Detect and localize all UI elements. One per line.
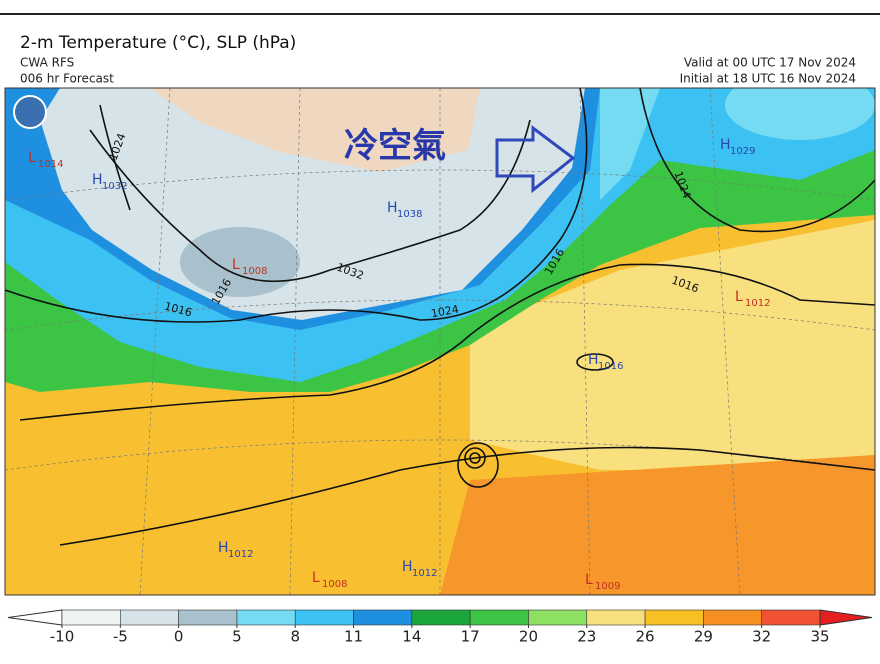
center-type: L [232,257,240,273]
center-pressure: 1012 [412,568,437,579]
center-pressure: 1016 [598,361,623,372]
cold-air-arrow [495,125,576,194]
center-pressure: 1038 [397,209,422,220]
colorbar-segment [586,609,646,626]
center-type: L [312,570,320,586]
center-pressure: 1032 [102,181,127,192]
center-pressure: 1014 [38,159,63,170]
colorbar-tick-label: 32 [752,628,771,646]
center-type: H [720,137,731,153]
colorbar-segment [294,609,354,626]
center-type: H [92,172,103,188]
valid-time: Valid at 00 UTC 17 Nov 2024 [684,56,856,70]
colorbar-tick-label: 5 [232,628,242,646]
colorbar: -10 -5 0 5 8 11 14 17 20 23 26 29 32 35 [7,609,873,646]
colorbar-tick-label: -5 [113,628,128,646]
colorbar-segment [61,609,121,626]
colorbar-tick-label: 0 [174,628,184,646]
colorbar-tick-label: 23 [577,628,596,646]
colorbar-segment [178,609,238,626]
center-type: H [218,540,229,556]
center-type: L [735,289,743,305]
isobar-label: 1024 [430,303,460,321]
center-pressure: 1009 [595,581,620,592]
center-pressure: 1012 [228,549,253,560]
map-title: 2-m Temperature (°C), SLP (hPa) [20,33,296,53]
agency-logo [13,95,47,129]
cold-strip [600,88,660,200]
map-frame [4,87,876,596]
colorbar-tick-label: -10 [50,628,75,646]
colorbar-segment [469,609,529,626]
graticule [5,88,875,595]
center-type: L [585,572,593,588]
center-type: H [402,559,413,575]
colorbar-tick-label: 14 [402,628,421,646]
colorbar-tick-label: 26 [636,628,655,646]
center-pressure: 1008 [242,266,267,277]
center-type: H [387,200,398,216]
colorbar-low [7,609,63,626]
cold-core [180,227,300,297]
model-name: CWA RFS [20,56,74,70]
cold-air-label: 冷空氣 [344,126,446,166]
colorbar-tick-label: 11 [344,628,363,646]
center-pressure: 1029 [730,146,755,157]
center-type: L [28,150,36,166]
center-pressure: 1012 [745,298,770,309]
center-type: H [588,352,599,368]
hot-region [440,455,875,595]
isobars [5,88,875,546]
colorbar-segment [120,609,179,626]
colorbar-segment [703,609,762,626]
colorbar-segment [644,609,704,626]
forecast-hour: 006 hr Forecast [20,72,114,86]
colorbar-segment [761,609,821,626]
colorbar-high [819,609,873,626]
cold-pool [725,88,875,140]
initial-time: Initial at 18 UTC 16 Nov 2024 [680,72,856,86]
colorbar-tick-label: 35 [810,628,829,646]
mild-ocean [470,220,875,470]
colorbar-segment [236,609,296,626]
colorbar-segment [353,609,413,626]
colorbar-tick-label: 20 [519,628,538,646]
colorbar-tick-label: 29 [694,628,713,646]
colorbar-segment [411,609,471,626]
colorbar-tick-label: 8 [290,628,300,646]
dry-region [150,88,480,172]
colorbar-tick-label: 17 [461,628,480,646]
colorbar-segment [528,609,588,626]
center-pressure: 1008 [322,579,347,590]
